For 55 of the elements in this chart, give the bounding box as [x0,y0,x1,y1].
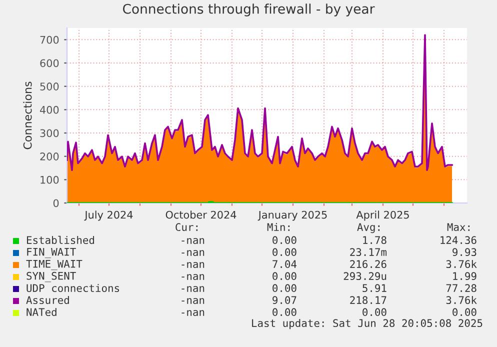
text: -nan [182,250,204,256]
text: 9.07 [272,296,296,304]
text: -nan [182,310,204,316]
y-tick-label: 700 [40,36,59,44]
text: 124.36 [440,236,476,244]
text: 216.26 [350,260,386,268]
text: -nan [182,238,204,244]
y-tick-label: 100 [40,176,59,184]
text: 293.29u [344,272,386,280]
chart-title: Connections through firewall - by year [123,4,375,16]
text: 0.00 [452,308,476,316]
legend-label: NATed [26,308,56,316]
legend-label: Assured [26,296,69,304]
text: 0.00 [272,272,296,280]
y-tick-label: 500 [40,82,59,90]
x-tick-label: October 2024 [166,210,236,219]
x-tick-label: July 2024 [84,210,133,221]
text: Max: [447,223,470,232]
text: 1.78 [363,236,386,244]
text: Min: [267,222,290,231]
text: 3.76k [446,296,477,304]
text: 1.99 [453,272,476,280]
legend-label: Established [27,236,94,244]
legend-label: SYN_SENT [26,272,76,282]
y-tick-label: 200 [40,152,59,160]
y-tick-label: 0 [53,199,59,208]
text: -nan [182,262,204,268]
legend-label: UDP connections [26,284,120,292]
y-tick-label: 600 [40,59,59,68]
x-tick-label: April 2025 [356,210,409,221]
text: 23.17m [350,248,387,256]
legend-label: FIN_WAIT [27,248,76,258]
text: 0.00 [272,308,296,316]
text: Avg: [357,223,380,234]
line-series [67,34,453,172]
text: 0.00 [272,248,296,256]
text: -nan [182,286,204,292]
text: -nan [182,298,204,304]
y-axis-title: Connections [23,82,32,150]
text: 218.17 [350,296,386,304]
text: 3.76k [446,260,477,268]
text: 9.93 [452,248,476,256]
text: 77.28 [446,284,476,292]
y-tick-label: 300 [40,129,59,138]
text: -nan [182,274,204,280]
x-tick-label: January 2025 [258,210,327,221]
text: 7.04 [272,260,297,268]
text: 5.91 [362,284,386,292]
y-tick-label: 400 [40,106,59,114]
text: Cur: [176,223,198,232]
text: 0.00 [272,236,296,244]
text: Last update: Sat Jun 28 20:05:08 2025 [252,318,482,330]
text: 0.00 [362,308,386,316]
legend-label: TIME_WAIT [26,260,82,270]
text: 0.00 [272,284,296,292]
